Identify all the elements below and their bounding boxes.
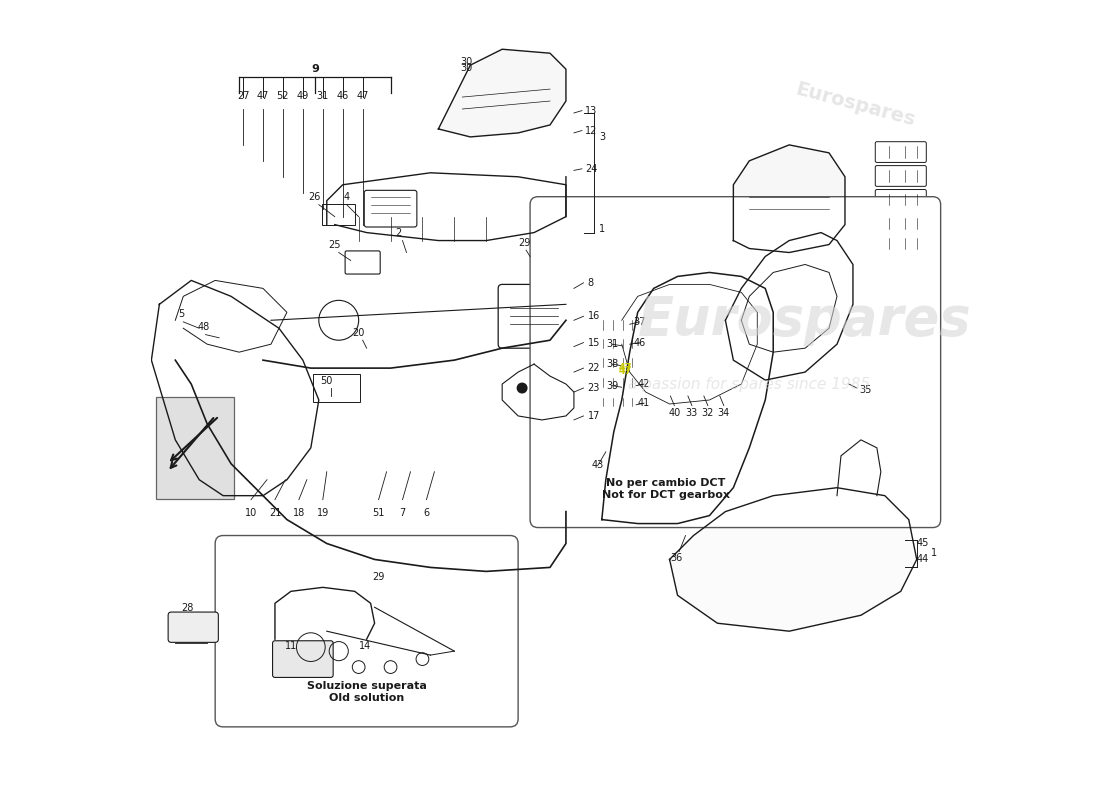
Text: 7: 7 [399,508,406,518]
Text: a passion for spares since 1985: a passion for spares since 1985 [628,377,870,391]
FancyBboxPatch shape [876,234,926,254]
FancyBboxPatch shape [322,204,355,226]
FancyBboxPatch shape [530,197,940,527]
Text: 18: 18 [293,508,305,518]
FancyBboxPatch shape [592,316,644,334]
Text: 4: 4 [343,192,350,202]
FancyBboxPatch shape [592,374,644,391]
Text: 15: 15 [587,338,600,347]
Text: 13: 13 [585,106,597,116]
FancyBboxPatch shape [592,394,644,410]
Text: 39: 39 [606,381,618,390]
Polygon shape [734,145,845,253]
FancyBboxPatch shape [364,190,417,227]
FancyBboxPatch shape [273,641,333,678]
Text: 3: 3 [600,132,606,142]
Text: 36: 36 [670,553,682,563]
Text: 8: 8 [587,278,594,288]
FancyBboxPatch shape [345,251,381,274]
Text: 5: 5 [178,310,185,319]
Polygon shape [670,488,916,631]
Circle shape [553,379,563,389]
FancyBboxPatch shape [156,397,234,499]
Text: 14: 14 [359,641,371,650]
FancyBboxPatch shape [876,190,926,210]
Text: 41: 41 [638,398,650,408]
Text: Soluzione superata
Old solution: Soluzione superata Old solution [307,682,427,703]
Text: 38: 38 [606,359,618,369]
Text: 29: 29 [373,572,385,582]
Text: 47: 47 [356,91,369,101]
Polygon shape [725,233,852,380]
Text: 30: 30 [460,57,472,66]
Text: 35: 35 [859,385,871,394]
Text: 1: 1 [600,223,606,234]
Text: No per cambio DCT
Not for DCT gearbox: No per cambio DCT Not for DCT gearbox [602,478,729,500]
Text: 25: 25 [329,240,341,250]
Text: 16: 16 [587,311,600,322]
Text: 29: 29 [518,238,530,248]
FancyBboxPatch shape [498,285,570,348]
Text: 51: 51 [373,508,385,518]
Text: 44: 44 [916,554,930,565]
Circle shape [517,383,527,393]
Text: 45: 45 [916,538,930,549]
Polygon shape [602,273,773,523]
Text: 47: 47 [619,363,632,373]
Text: 27: 27 [236,91,250,101]
Circle shape [541,391,551,401]
Text: 12: 12 [585,126,597,135]
Text: 48: 48 [198,322,210,332]
Text: 22: 22 [587,363,600,373]
Text: 17: 17 [587,411,600,421]
Text: 47: 47 [619,366,632,376]
FancyBboxPatch shape [168,612,219,642]
Text: 32: 32 [702,408,714,418]
FancyBboxPatch shape [876,142,926,162]
Text: Eurospares: Eurospares [638,294,972,346]
Text: 11: 11 [285,641,297,650]
Text: 6: 6 [424,508,429,518]
Text: 31: 31 [317,91,329,101]
Text: 9: 9 [311,64,319,74]
FancyBboxPatch shape [592,354,644,371]
FancyBboxPatch shape [876,166,926,186]
Text: 1: 1 [931,548,937,558]
Text: 42: 42 [638,379,650,389]
Text: 37: 37 [634,317,646,327]
Text: 21: 21 [268,508,282,518]
Text: 46: 46 [634,338,646,347]
Polygon shape [439,50,565,137]
Text: 26: 26 [309,192,321,202]
Text: 52: 52 [277,91,289,101]
Text: 2: 2 [395,228,402,238]
Text: 49: 49 [297,91,309,101]
Text: 30: 30 [460,62,472,73]
Text: 31: 31 [606,339,618,349]
Text: 50: 50 [320,376,333,386]
FancyBboxPatch shape [592,334,644,352]
Text: 23: 23 [587,383,600,393]
Text: 47: 47 [256,91,270,101]
Text: 34: 34 [717,408,730,418]
Text: 20: 20 [352,328,365,338]
FancyBboxPatch shape [314,374,361,402]
FancyBboxPatch shape [876,214,926,234]
Text: 46: 46 [337,91,349,101]
Text: 33: 33 [685,408,698,418]
Text: 10: 10 [245,508,257,518]
Text: 19: 19 [317,508,329,518]
Text: 43: 43 [592,460,604,470]
Text: 40: 40 [668,408,681,418]
FancyBboxPatch shape [216,535,518,727]
Text: 28: 28 [182,603,194,613]
Text: Eurospares: Eurospares [793,80,916,130]
Text: 24: 24 [585,164,597,174]
